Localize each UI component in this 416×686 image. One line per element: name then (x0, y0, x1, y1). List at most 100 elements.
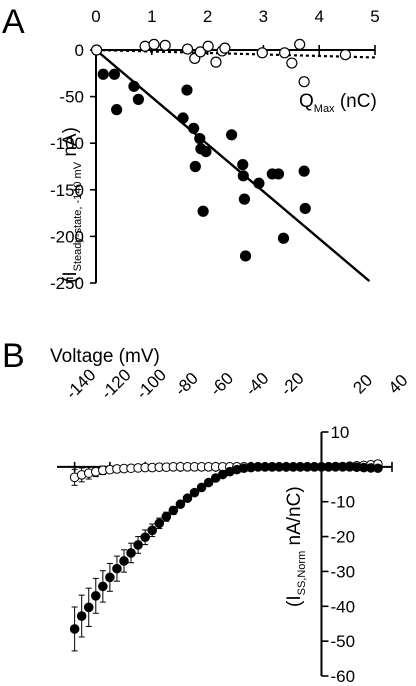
panel-a-point-open (90, 44, 103, 56)
panel-b-y-tick-label: -40 (330, 597, 355, 616)
panel-b-y-tick-label: 10 (330, 423, 349, 442)
panel-b-point-filled (133, 540, 143, 550)
panel-a-point-open (139, 40, 151, 52)
panel-a-x-tick-label: 0 (91, 7, 100, 26)
panel-b-point-filled (140, 532, 150, 543)
panel-a-point-filled (253, 177, 265, 189)
panel-b-x-tick-label: -40 (242, 369, 273, 400)
panel-b-x-tick-label: -20 (277, 369, 308, 400)
panel-a-point-filled (111, 104, 123, 116)
panel-a-y-tick-label: 0 (75, 41, 84, 60)
panel-a-points (90, 38, 352, 262)
panel-a-x-tick-label: 3 (259, 7, 268, 26)
panel-b-point-filled (119, 556, 129, 566)
panel-a-point-filled (225, 129, 238, 141)
panel-a-point-filled (237, 170, 249, 182)
panel-a-point-filled (177, 112, 189, 124)
panel-b-x-tick-label: -100 (133, 365, 170, 402)
panel-a-letter: A (2, 3, 25, 41)
panel-b-y-tick-label: -60 (330, 667, 355, 686)
panel-b-y-tick-label: -50 (330, 632, 355, 651)
panel-b-letter: B (2, 337, 25, 375)
panel-b-point-filled (69, 624, 80, 634)
panel-a-point-filled (272, 168, 285, 180)
panel-b-point-filled (168, 505, 179, 516)
panel-b-point-filled (147, 525, 158, 536)
panel-b-x-tick-label: -120 (97, 365, 134, 402)
panel-b-point-filled (203, 477, 214, 488)
panel-b-point-filled (175, 499, 186, 509)
panel-b-y-tick-label: -20 (330, 528, 355, 547)
panel-a-y-tick-label: -150 (50, 181, 84, 200)
panel-a-point-filled (181, 84, 193, 96)
panel-a-point-filled (277, 232, 290, 244)
panel-a-y-tick-label: -100 (50, 134, 84, 153)
panel-b-x-tick-label: -140 (62, 365, 99, 402)
panel-a-fit-lines (95, 48, 376, 283)
panel-a-point-filled (239, 250, 252, 262)
panel-b-x-tick-label: -60 (206, 369, 237, 400)
panel-b-x-tick-label: -80 (171, 369, 202, 400)
panel-a-point-open (294, 38, 306, 51)
panel-a-point-filled (200, 145, 212, 158)
panel-a-point-open (339, 49, 352, 61)
panel-b-point-filled (76, 611, 87, 621)
panel-b-ticks: -140-120-100 -80 -60 -40 -20 20 4010-10-20-30-… (62, 365, 412, 686)
panel-a-point-filled (188, 122, 200, 134)
panel-b-y-tick-label: -10 (330, 493, 355, 512)
panel-b-point-filled (112, 563, 122, 574)
panel-a-point-open (148, 38, 160, 51)
panel-a-point-open (181, 43, 194, 55)
panel-a-point-open (202, 40, 214, 52)
panel-b-point-filled (182, 493, 193, 504)
panel-a: A 0 1 2 3 4 5 0 -50 -100 -150 -200 -250 QMax (nC) (… (2, 3, 380, 293)
panel-a-point-filled (189, 160, 201, 173)
panel-b-point-filled (373, 463, 383, 474)
panel-a-x-axis-title: QMax (nC) (299, 91, 377, 115)
panel-a-point-filled (238, 193, 251, 205)
panel-a-fit-line-open (95, 48, 376, 59)
panel-b-point-filled (126, 548, 136, 558)
panel-a-point-open (256, 47, 268, 59)
panel-a-point-open (286, 57, 298, 69)
panel-b-point-filled (189, 487, 200, 498)
panel-b-y-tick-label: -30 (330, 562, 355, 581)
panel-b-x-axis-title: Voltage (mV) (50, 346, 160, 367)
panel-b-point-filled (154, 518, 165, 529)
panel-b-points (69, 459, 383, 652)
panel-a-x-tick-label: 1 (147, 7, 156, 26)
panel-a-point-open (219, 42, 231, 54)
panel-b-point-filled (98, 581, 108, 592)
panel-a-ticks: 0 1 2 3 4 5 0 -50 -100 -150 -200 -250 (50, 7, 380, 293)
panel-b-point-filled (196, 482, 207, 493)
panel-a-point-filled (128, 80, 140, 92)
panel-a-point-open (298, 76, 310, 88)
panel-a-point-filled (194, 132, 206, 145)
panel-b-point-filled (83, 602, 94, 613)
panel-a-point-open (210, 56, 222, 68)
panel-a-point-filled (298, 165, 310, 177)
panel-b: B Voltage (mV) -140-120-100 -80 -60 -40 -20 2… (2, 337, 412, 686)
panel-a-fit-line-filled (95, 49, 371, 283)
panel-b-point-filled (90, 591, 101, 601)
panel-b-x-tick-label: 40 (385, 371, 412, 398)
panel-a-point-filled (108, 68, 121, 80)
panel-a-point-filled (97, 68, 109, 80)
panel-a-x-tick-label: 5 (370, 7, 379, 26)
panel-a-y-tick-label: -200 (50, 227, 84, 246)
panel-b-y-axis-title: (ISS,Norm nA/nC) (284, 486, 308, 607)
panel-a-point-filled (299, 202, 311, 215)
panel-b-point-filled (161, 511, 172, 522)
panel-a-x-tick-label: 4 (314, 7, 323, 26)
panel-a-point-filled (197, 205, 209, 217)
panel-a-point-filled (132, 93, 145, 105)
panel-a-y-tick-label: -250 (50, 274, 84, 293)
panel-a-point-filled (237, 159, 249, 171)
panel-a-y-axis-title: (ISteady-state, -140 mV nA) (60, 127, 84, 283)
panel-a-point-open (194, 46, 206, 58)
panel-a-point-open (279, 47, 291, 59)
panel-b-x-tick-label: 20 (349, 371, 376, 398)
panel-a-y-tick-label: -50 (59, 88, 84, 107)
panel-a-point-open (159, 39, 171, 51)
